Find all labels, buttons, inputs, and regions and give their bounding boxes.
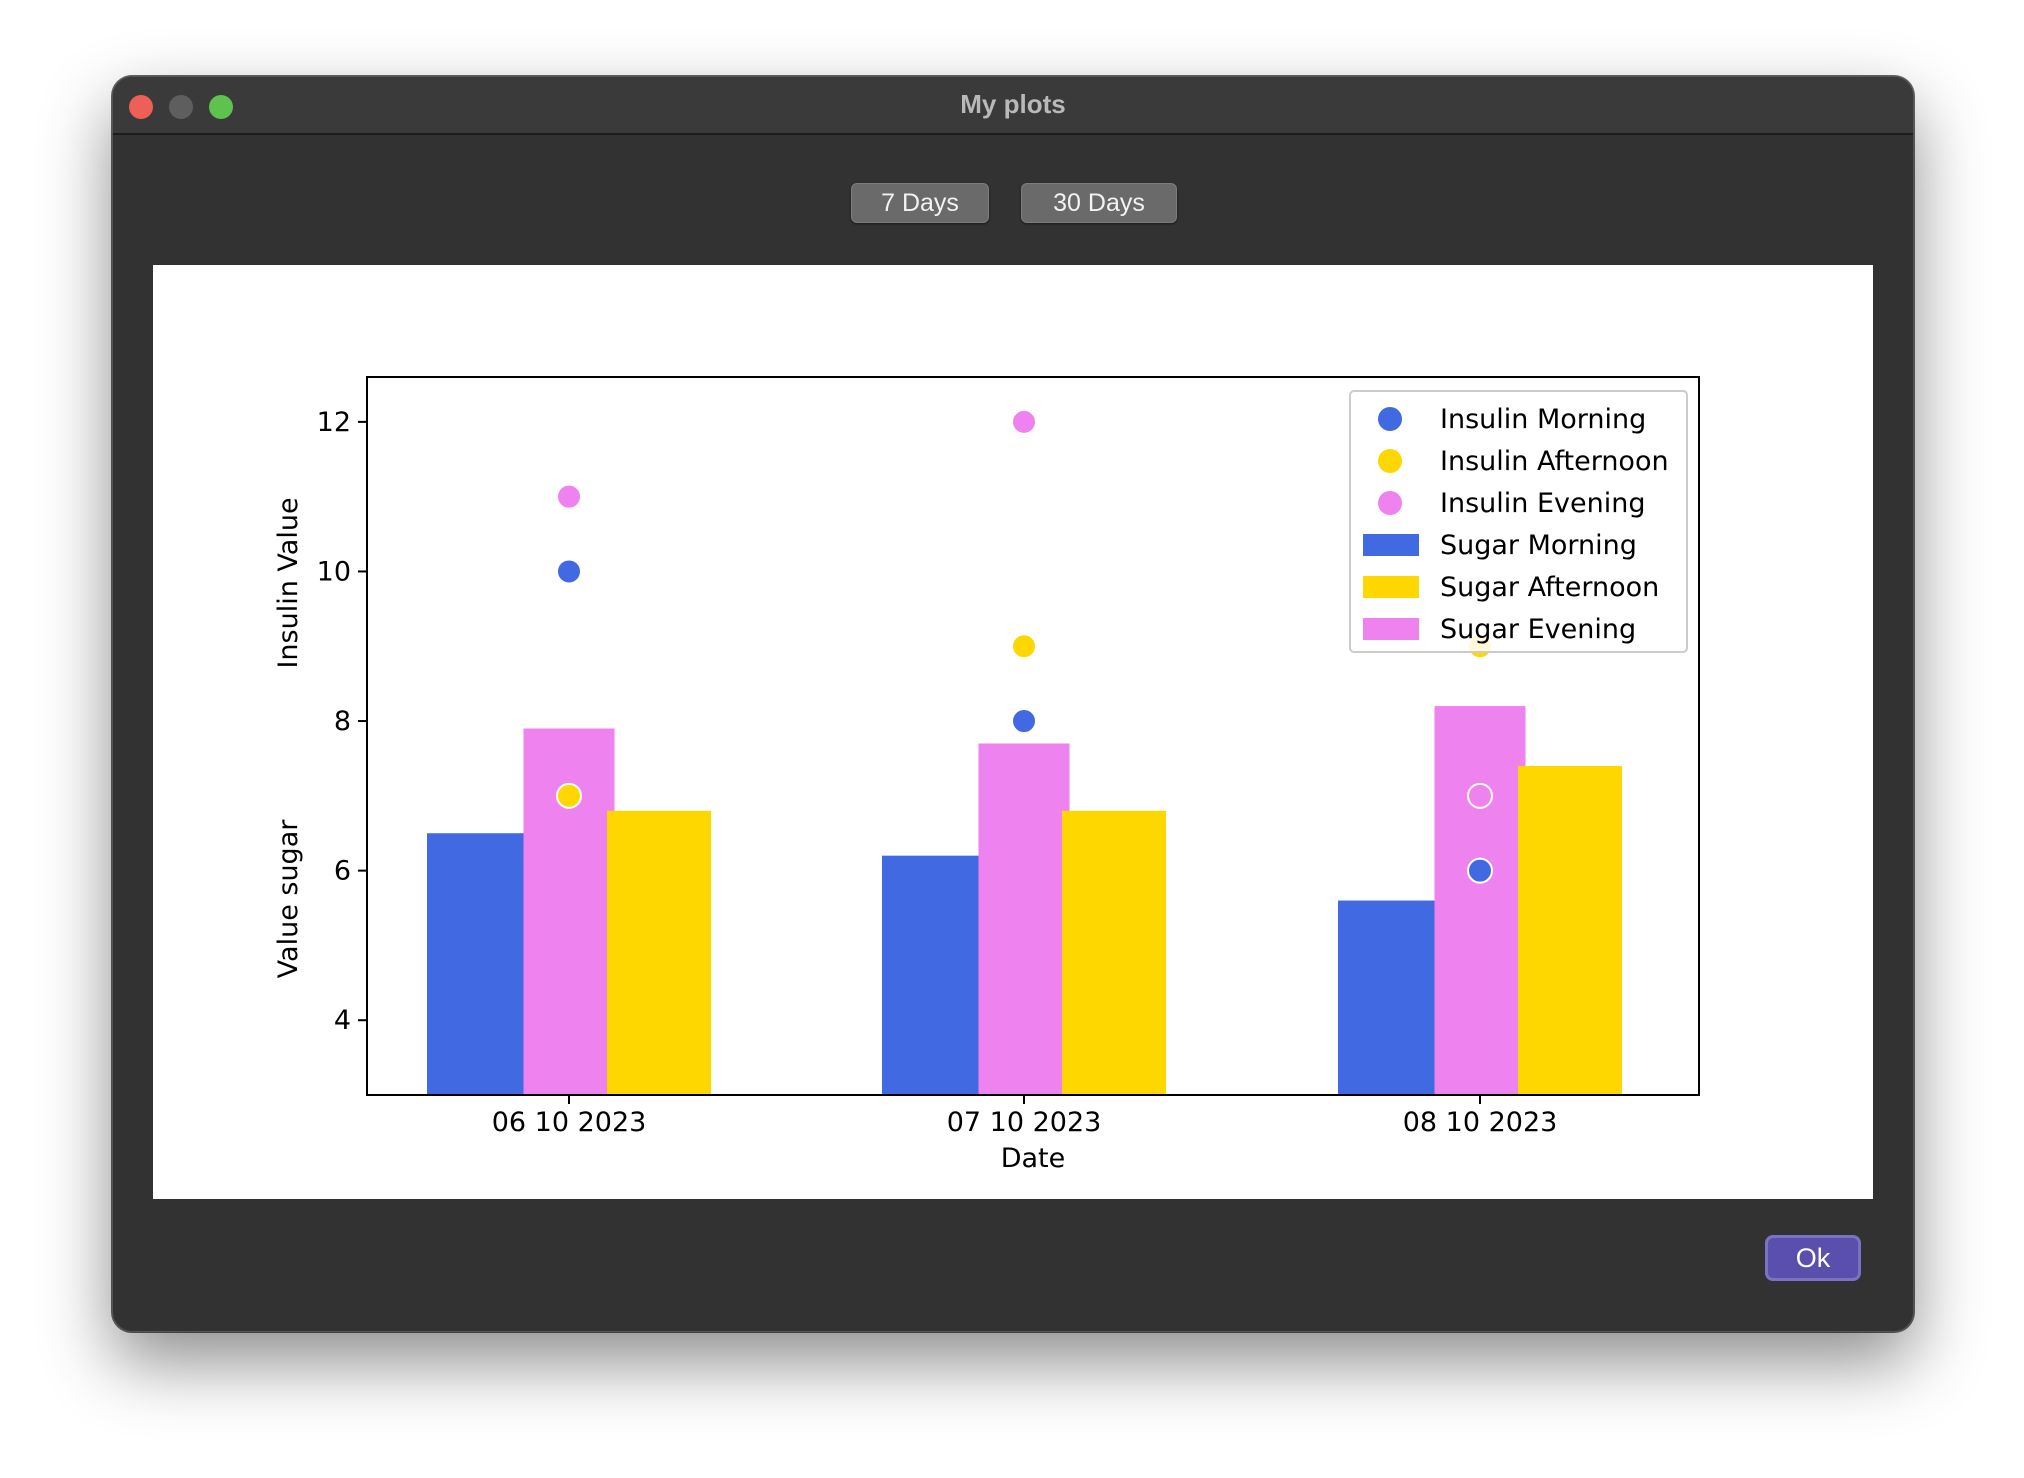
y-tick-label: 8 — [334, 706, 351, 737]
zoom-window-button[interactable] — [209, 95, 233, 119]
close-window-button[interactable] — [129, 95, 153, 119]
title-bar: My plots — [113, 77, 1913, 135]
plot-canvas: 4 6 8 10 12 06 10 2023 07 10 2023 08 10 2023 D… — [153, 265, 1873, 1199]
minimize-window-button[interactable] — [169, 95, 193, 119]
plots-window: My plots 7 Days 30 Days 4 6 8 10 12 06 10 20… — [112, 76, 1914, 1332]
bar-sugar-afternoon — [607, 810, 711, 1095]
legend-marker-insulin-evening — [1378, 491, 1402, 515]
legend-swatch-sugar-afternoon — [1363, 576, 1419, 598]
x-axis-label: Date — [1001, 1143, 1066, 1174]
y-axis-label-sugar: Value sugar — [273, 819, 304, 979]
seven-days-button[interactable]: 7 Days — [851, 183, 989, 223]
point-insulin-evening — [1467, 782, 1493, 809]
thirty-days-button[interactable]: 30 Days — [1021, 183, 1177, 223]
legend-label-insulin-afternoon: Insulin Afternoon — [1440, 446, 1669, 477]
point-insulin-evening — [1011, 408, 1037, 435]
point-insulin-morning — [1467, 857, 1493, 884]
legend-label-sugar-morning: Sugar Morning — [1440, 530, 1637, 561]
legend-marker-insulin-afternoon — [1378, 449, 1402, 473]
legend-swatch-sugar-morning — [1363, 534, 1419, 556]
legend-label-sugar-afternoon: Sugar Afternoon — [1440, 572, 1659, 603]
bar-sugar-evening — [978, 743, 1070, 1095]
legend-box — [1349, 390, 1688, 653]
plot-frame — [366, 376, 1700, 1096]
bar-sugar-evening — [1434, 706, 1526, 1095]
legend-label-insulin-morning: Insulin Morning — [1440, 404, 1646, 435]
x-tick-label: 07 10 2023 — [947, 1107, 1102, 1138]
bar-sugar-afternoon — [1518, 765, 1622, 1095]
sugar-insulin-chart: 4 6 8 10 12 06 10 2023 07 10 2023 08 10 2023 D… — [273, 376, 1700, 1174]
bar-sugar-morning — [882, 855, 986, 1095]
legend-swatch-sugar-evening — [1363, 618, 1419, 640]
y-tick-label: 10 — [317, 556, 351, 587]
x-tick-label: 06 10 2023 — [492, 1107, 647, 1138]
y-axis-label-insulin: Insulin Value — [273, 497, 304, 668]
bar-sugar-afternoon — [1062, 810, 1166, 1095]
y-tick-label: 6 — [334, 856, 351, 887]
window-title: My plots — [960, 89, 1066, 119]
bar-sugar-morning — [1338, 900, 1442, 1095]
bar-sugar-morning — [427, 833, 531, 1095]
x-tick-label: 08 10 2023 — [1403, 1107, 1558, 1138]
point-insulin-afternoon — [556, 782, 582, 809]
legend-label-insulin-evening: Insulin Evening — [1440, 488, 1645, 519]
y-tick-label: 4 — [334, 1005, 351, 1036]
point-insulin-morning — [1011, 708, 1037, 735]
point-insulin-evening — [556, 483, 582, 510]
point-insulin-afternoon — [1011, 633, 1037, 660]
legend-marker-insulin-morning — [1378, 407, 1402, 431]
y-tick-label: 12 — [317, 407, 351, 438]
ok-button[interactable]: Ok — [1765, 1235, 1861, 1281]
point-insulin-morning — [556, 558, 582, 585]
legend: Insulin Morning Insulin Afternoon Insulin … — [1349, 390, 1688, 653]
legend-label-sugar-evening: Sugar Evening — [1440, 614, 1636, 645]
